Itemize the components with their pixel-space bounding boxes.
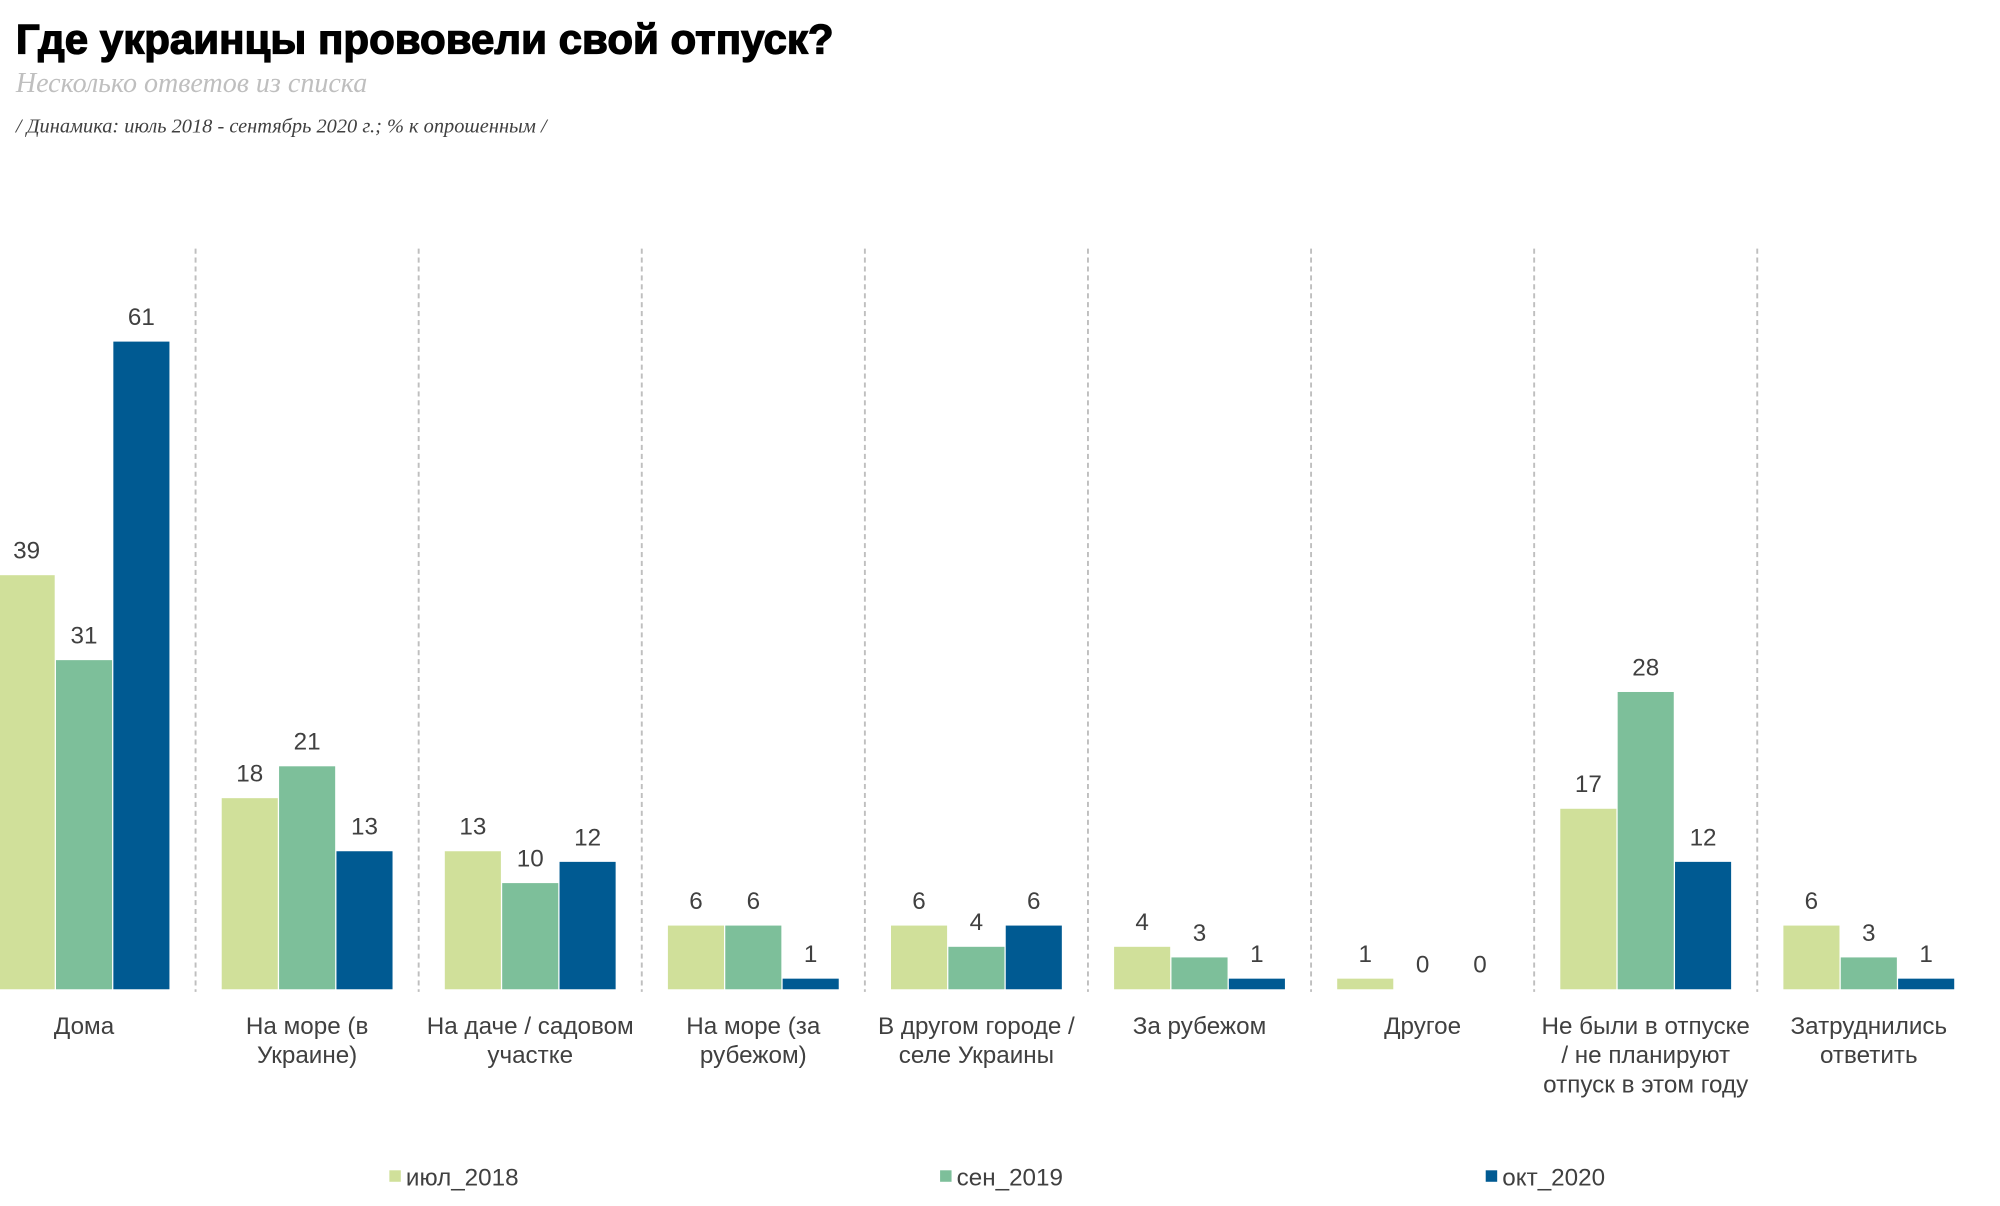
bar — [891, 925, 948, 990]
bar — [1617, 691, 1674, 990]
legend-label: июл_2018 — [406, 1165, 519, 1192]
data-label: 21 — [294, 729, 321, 756]
bar — [502, 883, 559, 990]
bar — [1783, 925, 1840, 990]
bar — [1840, 957, 1897, 990]
data-label: 13 — [351, 814, 378, 841]
legend-swatch — [389, 1170, 401, 1182]
x-tick-label: На даче / садовом участке — [426, 1013, 634, 1070]
chart-title: Где украинцы прововели свой отпуск? — [16, 16, 834, 63]
bar — [113, 341, 170, 990]
data-label: 10 — [517, 846, 544, 873]
data-label: 4 — [1135, 909, 1148, 936]
x-label-box: За рубежом — [1132, 1013, 1267, 1041]
bar — [1005, 925, 1062, 990]
data-label: 13 — [459, 814, 486, 841]
x-tick-label: Дома — [53, 1013, 115, 1041]
x-tick-label: За рубежом — [1132, 1013, 1267, 1041]
data-label: 28 — [1632, 654, 1659, 681]
data-label: 12 — [574, 824, 601, 851]
legend-label: сен_2019 — [957, 1165, 1063, 1192]
bar — [1114, 946, 1171, 990]
chart-subtitle: Несколько ответов из списка — [15, 68, 367, 99]
legend-swatch — [940, 1170, 952, 1182]
data-label: 6 — [1027, 888, 1040, 915]
data-label: 1 — [1250, 941, 1263, 968]
bar — [444, 851, 501, 990]
bar — [1228, 978, 1285, 990]
x-tick-label: Затруднились ответить — [1790, 1013, 1948, 1070]
bar — [279, 766, 336, 990]
bar — [782, 978, 839, 990]
bar — [0, 575, 55, 990]
x-tick-label: На море (за рубежом) — [686, 1013, 821, 1070]
bar — [667, 925, 724, 990]
data-label: 4 — [970, 909, 983, 936]
data-label: 39 — [13, 538, 40, 565]
data-label: 6 — [1805, 888, 1818, 915]
data-label: 6 — [912, 888, 925, 915]
data-label: 3 — [1862, 920, 1875, 947]
data-label: 18 — [236, 761, 263, 788]
bar — [948, 946, 1005, 990]
legend-label: окт_2020 — [1502, 1165, 1605, 1192]
x-label-box: Затруднились ответить — [1790, 1013, 1948, 1070]
data-label: 1 — [1359, 941, 1372, 968]
x-tick-label: На море (в Украине) — [245, 1013, 369, 1070]
data-label: 6 — [747, 888, 760, 915]
data-label: 6 — [689, 888, 702, 915]
data-label: 12 — [1690, 824, 1717, 851]
bar — [336, 851, 393, 990]
data-label: 1 — [1919, 941, 1932, 968]
bar — [1560, 808, 1617, 990]
x-label-box: Дома — [53, 1013, 115, 1041]
bar — [559, 861, 616, 990]
x-tick-label: Другое — [1384, 1013, 1462, 1041]
bar — [1898, 978, 1955, 990]
data-label: 17 — [1575, 771, 1602, 798]
bar — [1171, 957, 1228, 990]
x-label-box: На море (в Украине) — [245, 1013, 369, 1070]
legend-swatch — [1485, 1170, 1498, 1182]
bar — [1337, 978, 1394, 990]
data-label: 0 — [1416, 952, 1429, 979]
x-label-box: На море (за рубежом) — [686, 1013, 821, 1070]
x-label-box: Другое — [1384, 1013, 1462, 1041]
data-label: 61 — [128, 304, 155, 331]
x-label-box: Не были в отпуске / не планируют отпуск … — [1541, 1013, 1750, 1099]
bar — [725, 925, 782, 990]
x-label-box: На даче / садовом участке — [426, 1013, 634, 1070]
bar — [1675, 861, 1732, 990]
bar — [221, 798, 278, 990]
chart-note: / Динамика: июль 2018 - сентябрь 2020 г.… — [15, 116, 549, 138]
data-label: 31 — [71, 623, 98, 650]
bar — [55, 660, 113, 990]
data-label: 0 — [1473, 952, 1486, 979]
x-tick-label: Не были в отпуске / не планируют отпуск … — [1541, 1013, 1750, 1099]
data-label: 1 — [804, 941, 817, 968]
data-label: 3 — [1193, 920, 1206, 947]
x-label-box: В другом городе / селе Украины — [878, 1013, 1075, 1070]
x-tick-label: В другом городе / селе Украины — [878, 1013, 1075, 1070]
